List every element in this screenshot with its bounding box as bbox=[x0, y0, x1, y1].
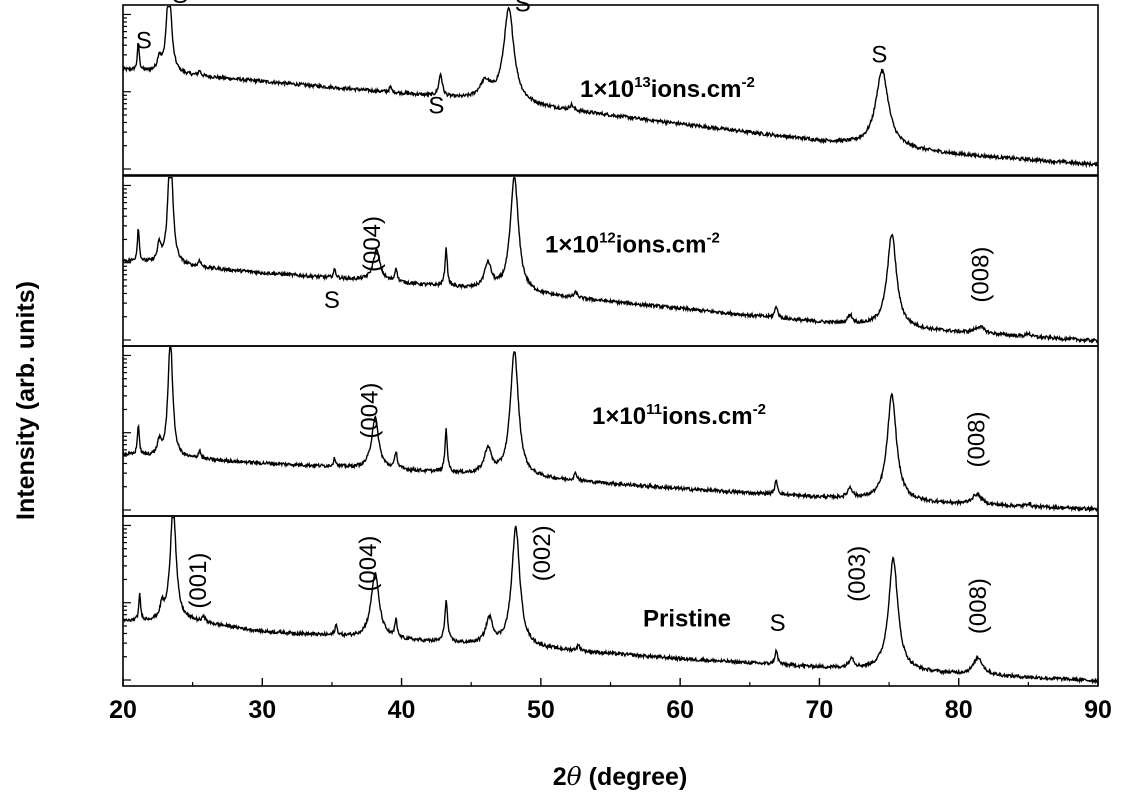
peak-annotation: (002) bbox=[529, 525, 556, 581]
peak-annotation: (004) bbox=[355, 536, 382, 592]
panel-label-base: Pristine bbox=[643, 606, 731, 633]
series-line bbox=[122, 517, 1098, 685]
panel-label-exponent: 11 bbox=[646, 401, 662, 418]
peak-annotation: (008) bbox=[964, 411, 991, 467]
series-line bbox=[122, 6, 1099, 169]
peak-annotation: S bbox=[428, 92, 444, 119]
panel-label-exponent: 13 bbox=[634, 74, 651, 91]
panel-frame bbox=[122, 4, 1099, 176]
x-tick-label: 50 bbox=[527, 696, 555, 724]
series-line bbox=[122, 347, 1099, 513]
panel-label-unit-exponent: -2 bbox=[706, 230, 719, 247]
panel-label: 1×1011ions.cm-2 bbox=[592, 401, 766, 430]
x-tick-label: 40 bbox=[388, 696, 416, 724]
peak-annotation: S bbox=[770, 610, 786, 637]
panel-label-unit-exponent: -2 bbox=[741, 74, 754, 91]
panel-label-base: 1×10 bbox=[545, 232, 599, 259]
peak-annotation: S bbox=[136, 28, 152, 55]
x-tick-label: 90 bbox=[1084, 696, 1112, 724]
peak-annotation: S bbox=[871, 41, 887, 68]
panel-label: 1×1013ions.cm-2 bbox=[580, 74, 755, 103]
panel-label-base: 1×10 bbox=[580, 76, 634, 103]
y-axis-label: Intensity (arb. units) bbox=[11, 280, 40, 520]
peak-annotation: (004) bbox=[359, 216, 386, 272]
x-tick-label: 20 bbox=[109, 696, 137, 724]
panel-label-unit: ions.cm bbox=[616, 232, 707, 259]
peak-annotation: (004) bbox=[356, 383, 383, 439]
panel-label: Pristine bbox=[643, 606, 731, 633]
panel-frame bbox=[122, 515, 1099, 687]
panel-label-base: 1×10 bbox=[592, 403, 646, 430]
panel-label-unit-exponent: -2 bbox=[753, 401, 766, 418]
x-tick-label: 60 bbox=[666, 696, 694, 724]
panel-label-exponent: 12 bbox=[599, 230, 616, 247]
panel-label: 1×1012ions.cm-2 bbox=[545, 230, 720, 259]
panel-frame bbox=[122, 345, 1099, 517]
panel-label-unit: ions.cm bbox=[662, 403, 753, 430]
panel-frame bbox=[122, 175, 1099, 347]
peak-annotation: (001) bbox=[185, 553, 212, 609]
x-tick-label: 80 bbox=[945, 696, 973, 724]
peak-annotation: (008) bbox=[968, 247, 995, 303]
x-tick-label: 70 bbox=[806, 696, 834, 724]
x-axis-label: 2θ (degree) bbox=[552, 762, 688, 791]
series-line bbox=[122, 177, 1098, 344]
peak-annotation: (003) bbox=[844, 546, 871, 602]
peak-annotation: S bbox=[515, 0, 531, 17]
peak-annotation: (008) bbox=[965, 578, 992, 634]
x-tick-label: 30 bbox=[248, 696, 276, 724]
peak-annotation: S bbox=[172, 0, 188, 9]
panel-label-unit: ions.cm bbox=[651, 76, 742, 103]
peak-annotation: S bbox=[324, 287, 340, 314]
